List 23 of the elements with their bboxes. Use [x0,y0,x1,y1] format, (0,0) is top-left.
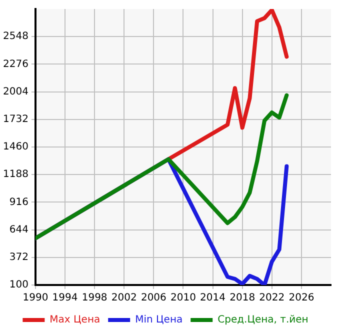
y-tick-label: 1732 [2,114,28,125]
y-tick-label: 100 [9,280,28,291]
x-tick-label: 1998 [82,292,108,304]
x-tick-label: 2010 [170,292,196,304]
y-tick-label: 644 [9,224,28,236]
x-tick-label: 2006 [140,292,166,304]
legend-label: Min Цена [135,314,183,326]
y-tick-label: 916 [9,196,28,208]
x-tick-label: 2002 [111,292,137,304]
x-tick-label: 2026 [288,292,314,304]
y-tick-label: 2004 [2,86,28,98]
x-tick-label: 2022 [259,292,285,304]
y-tick-label: 1460 [2,142,28,153]
y-tick-label: 372 [9,252,28,263]
x-tick-label: 1994 [52,292,78,304]
x-tick-label: 1990 [22,292,48,304]
y-tick-label: 1188 [2,169,28,180]
y-tick-label: 2276 [2,58,28,70]
x-tick-label: 2018 [230,292,256,304]
x-tick-label: 2014 [200,292,226,304]
legend-label: Сред.Цена, т.йен [218,314,308,326]
y-tick-label: 2548 [2,31,28,42]
legend-label: Max Цена [50,314,100,326]
